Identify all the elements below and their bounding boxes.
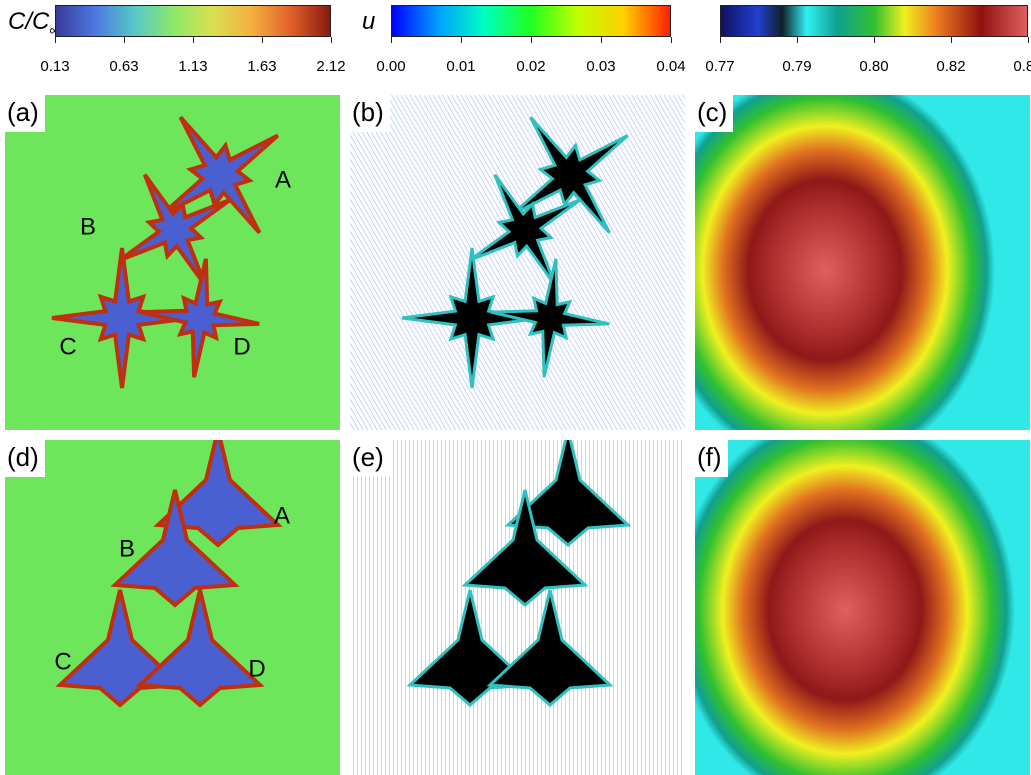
tick-label: 0.63 — [109, 58, 138, 75]
colorbar: TPF 0.770.790.800.820.83 — [685, 0, 1031, 80]
tick-label: 0.80 — [859, 58, 888, 75]
crystal — [140, 590, 260, 705]
tick-mark — [55, 37, 56, 43]
tick-label: 0.83 — [1013, 58, 1031, 75]
tick-mark — [531, 37, 532, 43]
tick-label: 1.13 — [178, 58, 207, 75]
colorbar: C/C∞ 0.130.631.131.632.12 — [0, 0, 340, 80]
tick-label: 0.79 — [782, 58, 811, 75]
tick-mark — [797, 37, 798, 43]
panel-drawing — [695, 95, 1030, 430]
panel-label: (f) — [695, 440, 728, 477]
tick-mark — [951, 37, 952, 43]
figure: C/C∞ 0.130.631.131.632.12 u 0.000.010.02… — [0, 0, 1031, 774]
panel-drawing — [695, 440, 1030, 775]
tick-mark — [193, 37, 194, 43]
crystal-label: A — [275, 166, 291, 193]
panel-label: (b) — [350, 95, 390, 132]
panel: A B C D (d) — [5, 440, 340, 775]
colorbar: u 0.00 0.01 0.02 0.03 0.04 — [340, 0, 685, 80]
panel-drawing: A B C D — [5, 95, 340, 430]
panel-drawing — [350, 440, 685, 775]
panel: (b) — [350, 95, 685, 430]
colorbar-gradient — [55, 5, 331, 37]
tick-label: 1.63 — [247, 58, 276, 75]
crystal-label: B — [80, 213, 96, 240]
colorbar-label: u — [362, 8, 375, 36]
tick-mark — [124, 37, 125, 43]
tick-label: 0.02 — [516, 58, 545, 75]
crystal-label: D — [233, 333, 250, 360]
label-main: u — [362, 8, 375, 35]
colorbar-gradient — [720, 5, 1028, 37]
label-main: C/C — [8, 8, 49, 35]
tick-label: 0.04 — [656, 58, 685, 75]
tick-mark — [461, 37, 462, 43]
tick-mark — [874, 37, 875, 43]
panel: (f) — [695, 440, 1030, 775]
panel-label: (e) — [350, 440, 390, 477]
tick-label: 0.77 — [705, 58, 734, 75]
panel-drawing: A B C D — [5, 440, 340, 775]
panel: (e) — [350, 440, 685, 775]
panel: (c) — [695, 95, 1030, 430]
tick-mark — [262, 37, 263, 43]
panel: A B C D (a) — [5, 95, 340, 430]
crystal-label: B — [119, 535, 135, 562]
crystal-label: C — [59, 333, 76, 360]
colorbar-gradient — [391, 5, 671, 37]
colorbar-label: C/C∞ — [8, 8, 59, 38]
panel-label: (c) — [695, 95, 733, 132]
crystal — [490, 590, 610, 705]
tick-label: 0.03 — [586, 58, 615, 75]
tick-mark — [671, 37, 672, 43]
tick-label: 0.82 — [936, 58, 965, 75]
tick-mark — [601, 37, 602, 43]
tick-mark — [331, 37, 332, 43]
tick-mark — [391, 37, 392, 43]
tick-mark — [1028, 37, 1029, 43]
tick-mark — [720, 37, 721, 43]
panel-label: (a) — [5, 95, 45, 132]
crystal-label: A — [274, 502, 290, 529]
panel-label: (d) — [5, 440, 45, 477]
tick-label: 0.13 — [40, 58, 69, 75]
panel-drawing — [350, 95, 685, 430]
crystal-label: C — [54, 648, 71, 675]
crystal-label: D — [248, 655, 265, 682]
tick-label: 0.00 — [376, 58, 405, 75]
tick-label: 0.01 — [446, 58, 475, 75]
